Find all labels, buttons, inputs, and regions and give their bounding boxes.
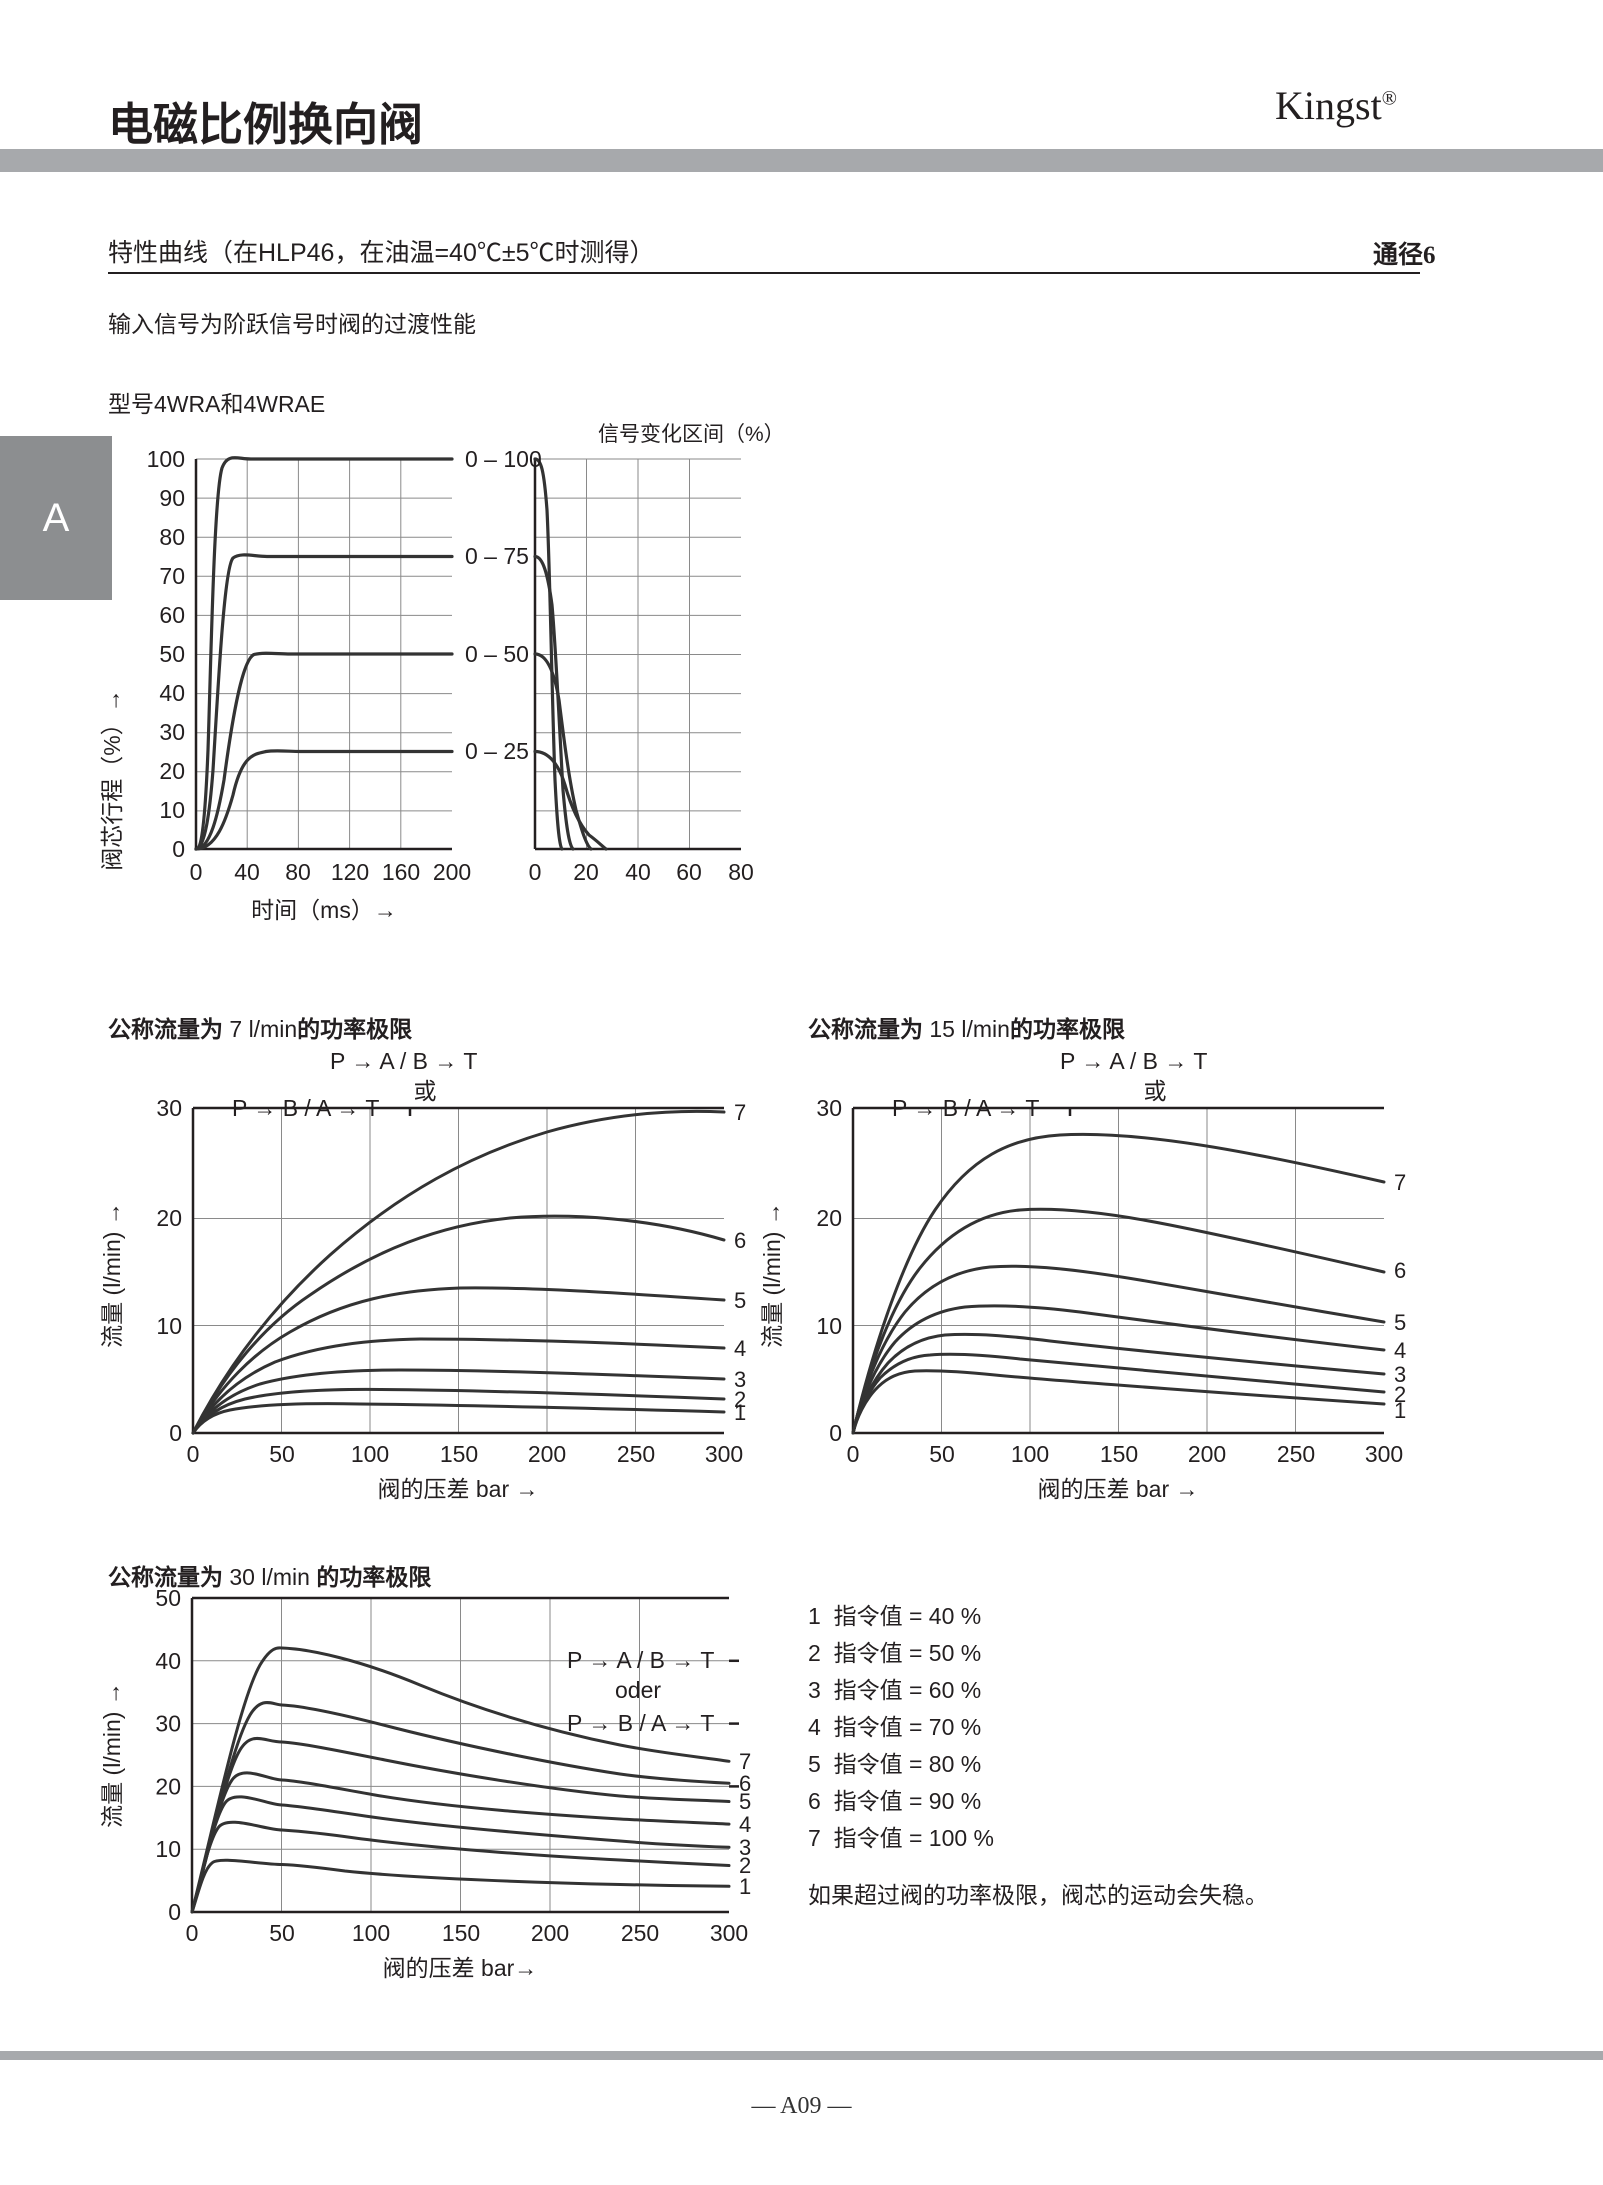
svg-text:20: 20: [155, 1773, 181, 1799]
svg-text:50: 50: [155, 1585, 181, 1611]
svg-text:50: 50: [269, 1920, 295, 1946]
svg-text:30: 30: [155, 1711, 181, 1737]
svg-text:阀的压差 bar→: 阀的压差 bar→: [383, 1955, 538, 1981]
svg-text:oder: oder: [615, 1677, 661, 1703]
svg-text:300: 300: [710, 1920, 748, 1946]
svg-text:0: 0: [186, 1920, 199, 1946]
svg-text:流量 (l/min) →: 流量 (l/min) →: [99, 1682, 125, 1828]
svg-text:0: 0: [168, 1899, 181, 1925]
svg-text:10: 10: [155, 1836, 181, 1862]
svg-text:P → B / A → T: P → B / A → T: [567, 1710, 714, 1736]
svg-text:40: 40: [155, 1648, 181, 1674]
svg-text:1: 1: [739, 1874, 751, 1899]
svg-text:150: 150: [442, 1920, 480, 1946]
svg-text:100: 100: [352, 1920, 390, 1946]
svg-text:5: 5: [739, 1789, 751, 1814]
svg-text:4: 4: [739, 1812, 751, 1837]
svg-text:250: 250: [621, 1920, 659, 1946]
svg-text:200: 200: [531, 1920, 569, 1946]
svg-text:P → A / B → T: P → A / B → T: [567, 1647, 714, 1673]
